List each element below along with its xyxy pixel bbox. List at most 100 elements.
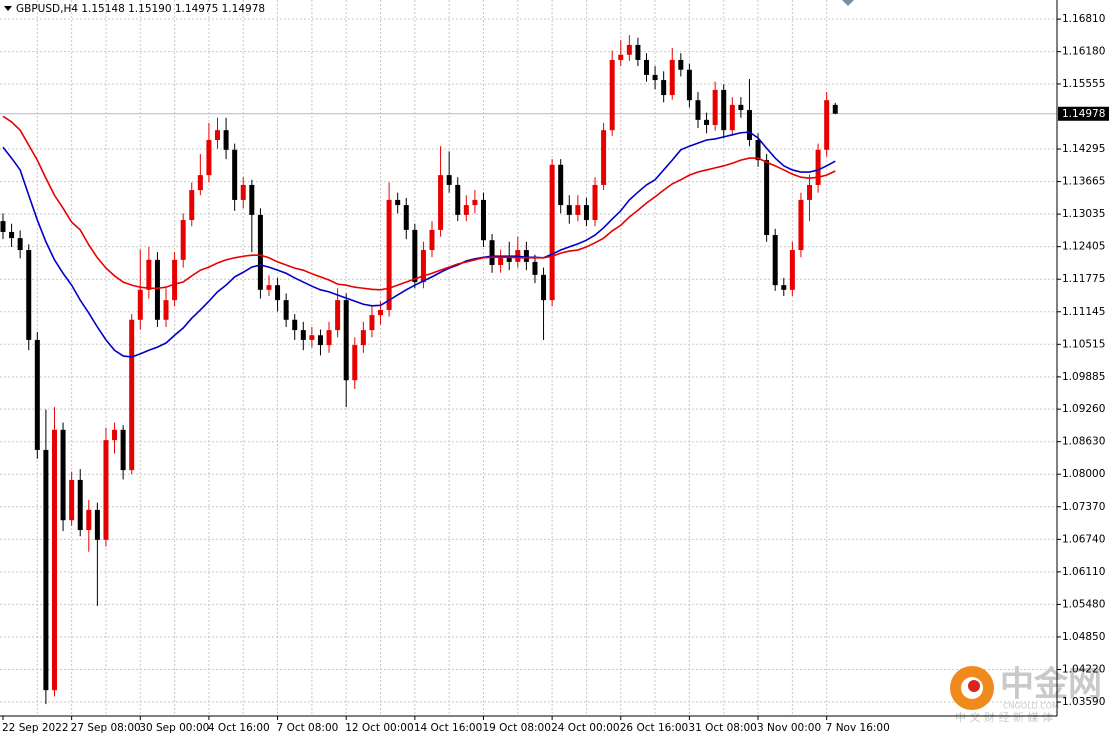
candle-body bbox=[86, 509, 92, 531]
candle-body bbox=[772, 235, 778, 286]
candle-body bbox=[652, 74, 658, 81]
y-tick-label: 1.10515 bbox=[1062, 338, 1105, 350]
candle-body bbox=[335, 300, 341, 331]
candle-body bbox=[60, 429, 66, 521]
y-tick-label: 1.04850 bbox=[1062, 631, 1105, 643]
candle-body bbox=[575, 205, 581, 215]
candle-body bbox=[94, 509, 100, 540]
candle-body bbox=[0, 221, 6, 232]
x-tick-label: 12 Oct 00:00 bbox=[345, 722, 413, 734]
candle-body bbox=[566, 205, 572, 215]
candle-body bbox=[669, 59, 675, 96]
candle-body bbox=[283, 300, 289, 320]
candle-body bbox=[626, 44, 632, 55]
candle-body bbox=[309, 335, 315, 340]
candle-body bbox=[523, 250, 529, 262]
y-tick-label: 1.12405 bbox=[1062, 241, 1105, 253]
candle-body bbox=[292, 319, 298, 331]
y-tick-label: 1.09885 bbox=[1062, 371, 1105, 383]
y-tick-label: 1.16810 bbox=[1062, 13, 1105, 25]
x-tick-label: 27 Sep 08:00 bbox=[71, 722, 141, 734]
candle-body bbox=[266, 285, 272, 290]
candle-body bbox=[403, 205, 409, 230]
grid bbox=[0, 0, 1057, 716]
candle-body bbox=[446, 175, 452, 185]
candle-body bbox=[343, 300, 349, 381]
candle-body bbox=[103, 440, 109, 540]
candle-body bbox=[197, 175, 203, 191]
candle-body bbox=[661, 80, 667, 96]
candle-body bbox=[480, 199, 486, 241]
candle-body bbox=[781, 285, 787, 290]
candle-body bbox=[17, 238, 23, 251]
x-tick-label: 31 Oct 08:00 bbox=[688, 722, 756, 734]
last-price-label: 1.14978 bbox=[1062, 108, 1105, 120]
candle-body bbox=[154, 259, 160, 320]
candle-body bbox=[369, 315, 375, 331]
y-tick-label: 1.09260 bbox=[1062, 403, 1105, 415]
candle-body bbox=[429, 229, 435, 251]
x-tick-label: 19 Oct 08:00 bbox=[482, 722, 550, 734]
candle-body bbox=[798, 199, 804, 251]
candle-body bbox=[215, 130, 220, 140]
y-tick-label: 1.06110 bbox=[1062, 566, 1105, 578]
candle-body bbox=[686, 69, 692, 101]
candle-body bbox=[326, 330, 332, 346]
candle-body bbox=[360, 330, 366, 346]
title-icon bbox=[4, 6, 12, 11]
last-price-box bbox=[1058, 106, 1109, 121]
candle-body bbox=[618, 54, 624, 60]
candle-body bbox=[378, 309, 384, 316]
y-tick-label: 1.16180 bbox=[1062, 46, 1105, 58]
candle-body bbox=[352, 345, 358, 381]
candle-body bbox=[678, 59, 684, 70]
candle-body bbox=[558, 164, 564, 206]
candle-body bbox=[249, 184, 255, 215]
y-tick-label: 1.06740 bbox=[1062, 533, 1105, 545]
y-tick-label: 1.14295 bbox=[1062, 143, 1105, 155]
candle-body bbox=[189, 190, 195, 221]
candle-body bbox=[635, 44, 641, 60]
y-tick-label: 1.07370 bbox=[1062, 501, 1105, 513]
candle-body bbox=[738, 104, 744, 111]
candle-body bbox=[592, 184, 598, 221]
candle-body bbox=[172, 259, 178, 301]
candle-body bbox=[51, 429, 57, 691]
candle-body bbox=[489, 240, 495, 266]
y-tick-label: 1.13035 bbox=[1062, 208, 1105, 220]
candle-body bbox=[755, 139, 761, 161]
candle-body bbox=[455, 184, 461, 215]
candle-body bbox=[463, 205, 469, 215]
x-tick-label: 7 Nov 16:00 bbox=[826, 722, 890, 734]
moving-average-line bbox=[2, 115, 836, 291]
moving-average-line bbox=[2, 131, 836, 358]
y-tick-label: 1.08000 bbox=[1062, 468, 1105, 480]
candle-body bbox=[549, 164, 555, 301]
candle-body bbox=[472, 199, 478, 206]
y-tick-label: 1.11775 bbox=[1062, 273, 1105, 285]
candle-body bbox=[704, 119, 710, 126]
candle-body bbox=[300, 330, 306, 340]
candle-body bbox=[506, 257, 512, 262]
candle-body bbox=[712, 89, 718, 126]
candle-body bbox=[824, 100, 830, 150]
candle-body bbox=[395, 199, 401, 206]
watermark-logo-dot bbox=[968, 680, 980, 692]
candle-body bbox=[240, 184, 246, 200]
x-tick-label: 3 Nov 00:00 bbox=[757, 722, 821, 734]
candle-body bbox=[232, 149, 238, 200]
candle-body bbox=[601, 130, 607, 185]
candle-body bbox=[420, 250, 426, 283]
candle-body bbox=[317, 335, 323, 346]
y-tick-label: 1.11145 bbox=[1062, 306, 1105, 318]
x-tick-label: 7 Oct 08:00 bbox=[277, 722, 339, 734]
candle-body bbox=[77, 479, 83, 531]
candle-body bbox=[438, 175, 444, 230]
watermark-site: CNGOLD.COM bbox=[1003, 702, 1059, 711]
candle-body bbox=[69, 479, 75, 521]
watermark-name: 中金网 bbox=[1000, 665, 1102, 705]
candle-body bbox=[120, 429, 126, 471]
candle-body bbox=[163, 300, 169, 320]
